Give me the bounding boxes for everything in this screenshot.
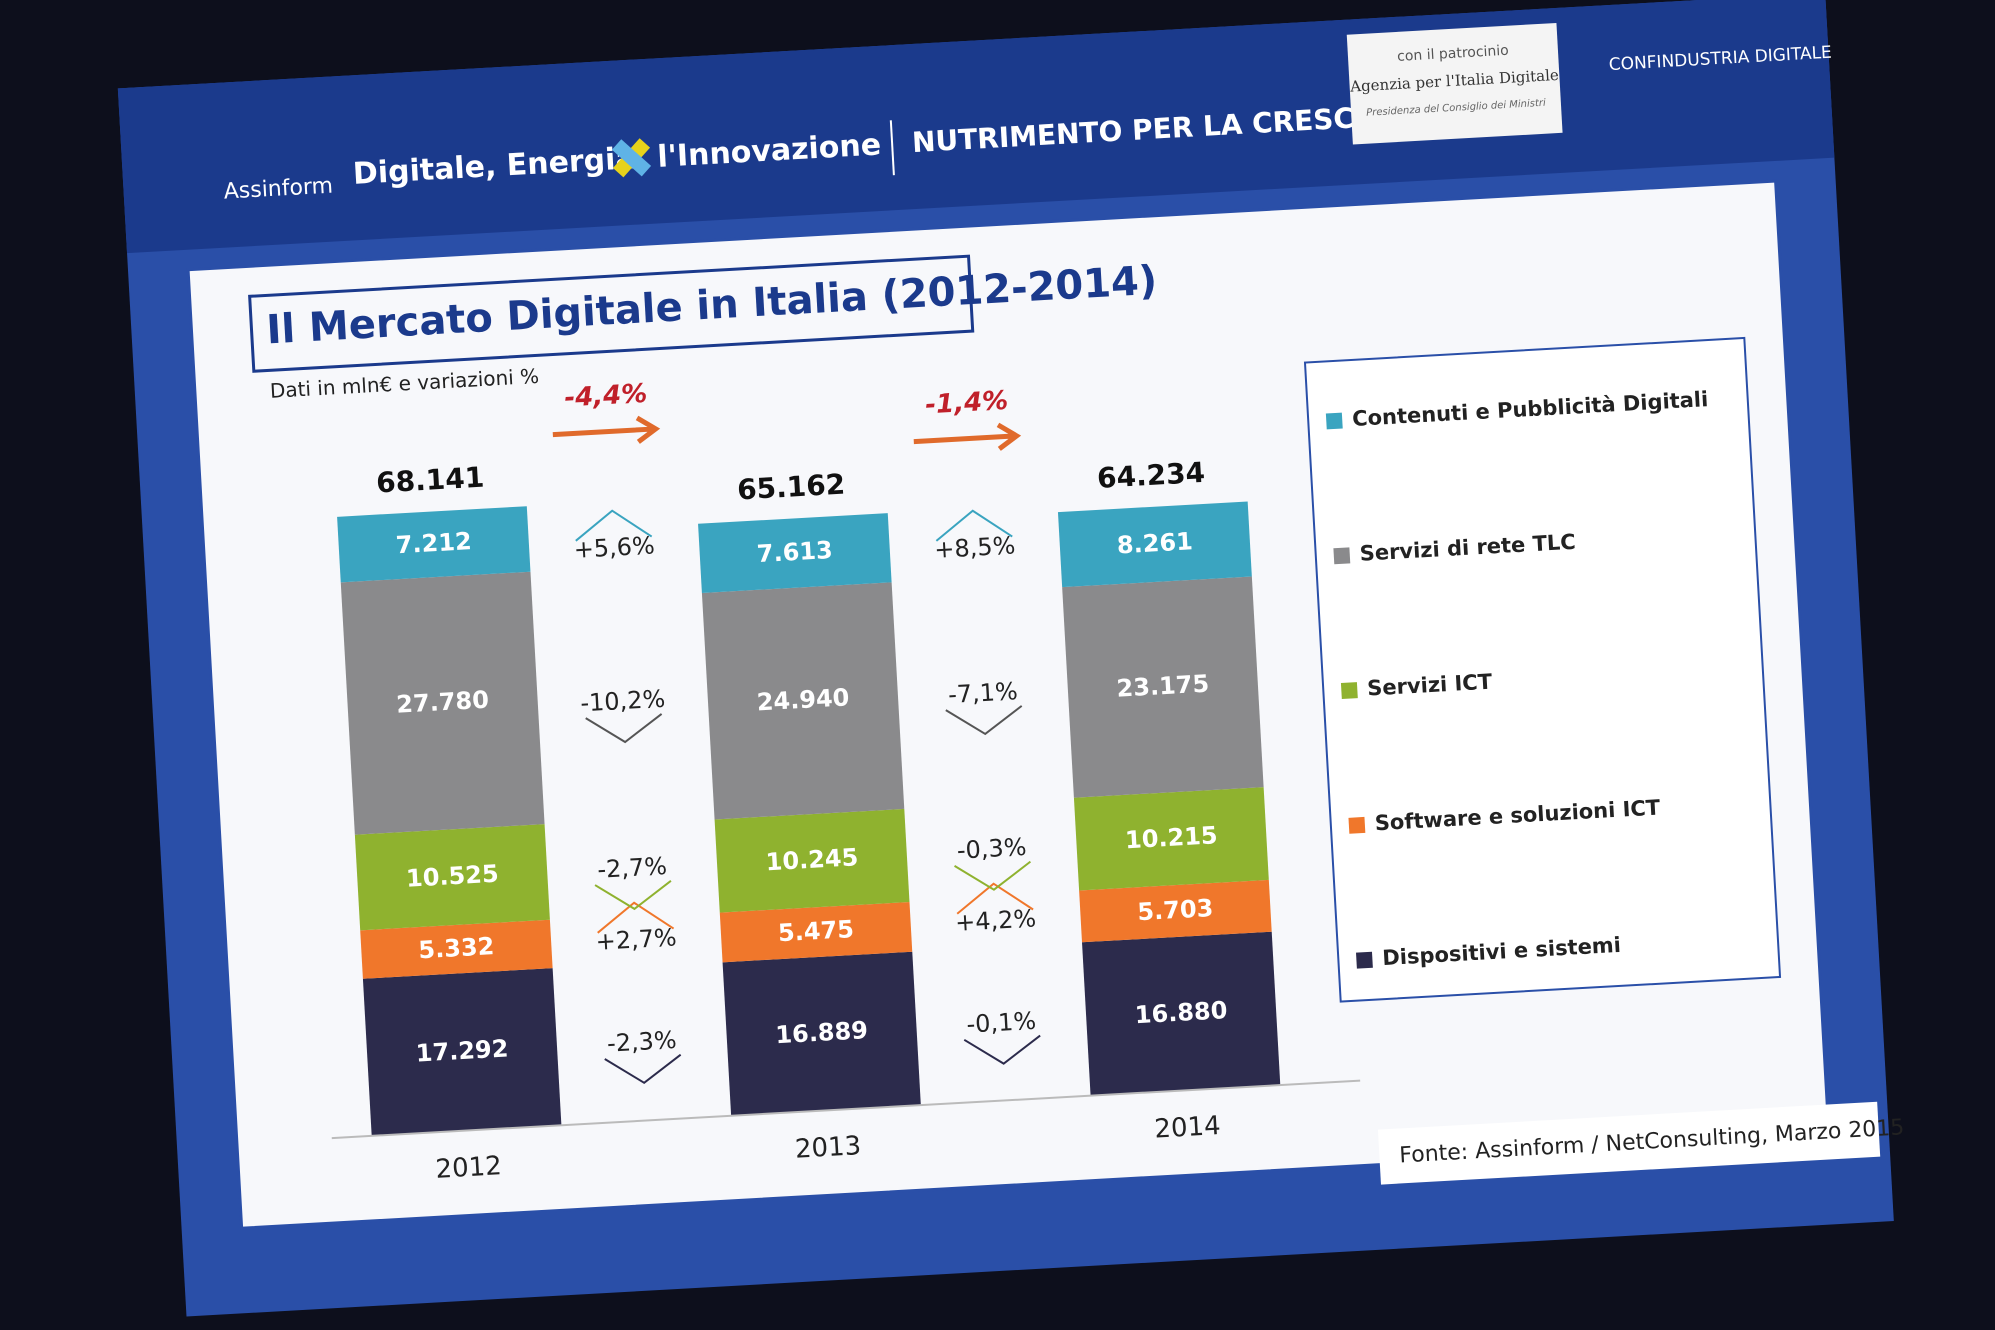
- value-label: 16.880: [1134, 996, 1228, 1029]
- bar-segment: [1079, 879, 1272, 943]
- change-marker: [956, 882, 1034, 915]
- bar-segment: [698, 513, 892, 593]
- bar-segment: [340, 571, 545, 835]
- x-tick-label: 2012: [435, 1151, 503, 1185]
- total-label: 64.234: [1096, 456, 1206, 495]
- arrow: [913, 422, 1022, 451]
- total-change: -4,4%: [564, 379, 648, 414]
- legend-swatch: [1356, 951, 1373, 969]
- value-label: 5.703: [1137, 894, 1214, 926]
- bar-segment: [362, 968, 562, 1136]
- value-label: 24.940: [756, 683, 850, 716]
- value-label: 7.212: [395, 527, 472, 559]
- bar-segment: [1062, 576, 1264, 798]
- header-logo: [611, 138, 652, 178]
- value-label: 7.613: [756, 536, 833, 568]
- bar-segment: [360, 919, 553, 979]
- bar-segment: [1073, 787, 1269, 891]
- bar-segment: [701, 582, 905, 820]
- value-label: 16.889: [775, 1016, 869, 1049]
- value-label: 10.525: [405, 860, 499, 893]
- x-tick-label: 2014: [1154, 1111, 1222, 1145]
- legend-swatch: [1325, 412, 1343, 430]
- change-marker: [954, 860, 1032, 891]
- bar-segment: [714, 808, 910, 913]
- bar-segment: [337, 506, 531, 583]
- series-change: -0,1%: [966, 1007, 1037, 1039]
- x-tick-label: 2013: [794, 1131, 862, 1165]
- change-marker: [597, 901, 675, 934]
- value-label: 8.261: [1116, 527, 1193, 559]
- series-change: +5,6%: [573, 531, 656, 563]
- change-marker: [585, 713, 663, 744]
- series-change: -7,1%: [947, 677, 1018, 709]
- value-label: 17.292: [415, 1034, 509, 1067]
- total-label: 65.162: [736, 468, 846, 507]
- series-change: -2,7%: [597, 852, 668, 884]
- x-axis: [331, 1079, 1361, 1140]
- change-marker: [945, 705, 1023, 736]
- brand: Assinform: [223, 174, 334, 205]
- bar-segment: [1082, 931, 1281, 1096]
- legend-box: [1303, 336, 1782, 1003]
- change-marker: [963, 1034, 1041, 1065]
- total-label: 68.141: [375, 461, 485, 500]
- arrow: [552, 415, 661, 444]
- series-change: +4,2%: [954, 904, 1037, 936]
- value-label: 5.475: [777, 915, 854, 947]
- patron-box: [1346, 22, 1563, 145]
- legend-swatch: [1348, 816, 1366, 834]
- value-label: 10.245: [765, 843, 859, 876]
- bar-segment: [354, 824, 550, 931]
- title-box: [248, 254, 975, 373]
- value-label: 5.332: [418, 932, 495, 964]
- change-marker: [594, 880, 672, 911]
- change-marker: [575, 509, 653, 542]
- bar-segment: [719, 901, 913, 963]
- value-label: 27.780: [396, 686, 490, 719]
- legend-swatch: [1340, 682, 1358, 700]
- value-label: 23.175: [1116, 670, 1210, 703]
- series-change: +8,5%: [934, 531, 1017, 563]
- change-marker: [935, 509, 1013, 542]
- bar-segment: [722, 951, 921, 1116]
- series-change: -2,3%: [606, 1026, 677, 1058]
- total-change: -1,4%: [924, 386, 1008, 421]
- value-label: 10.215: [1124, 821, 1218, 854]
- legend-swatch: [1333, 547, 1351, 565]
- bar-segment: [1057, 501, 1252, 588]
- header-divider: [889, 120, 895, 176]
- series-change: +2,7%: [595, 923, 678, 955]
- slide: Assinform Digitale, Energia l'Innovazion…: [117, 0, 1905, 1317]
- series-change: -10,2%: [580, 685, 666, 718]
- change-marker: [604, 1053, 682, 1085]
- series-change: -0,3%: [956, 833, 1027, 865]
- patron-intro: con il patrocinio: [1397, 43, 1509, 65]
- source-box: [1377, 1101, 1881, 1185]
